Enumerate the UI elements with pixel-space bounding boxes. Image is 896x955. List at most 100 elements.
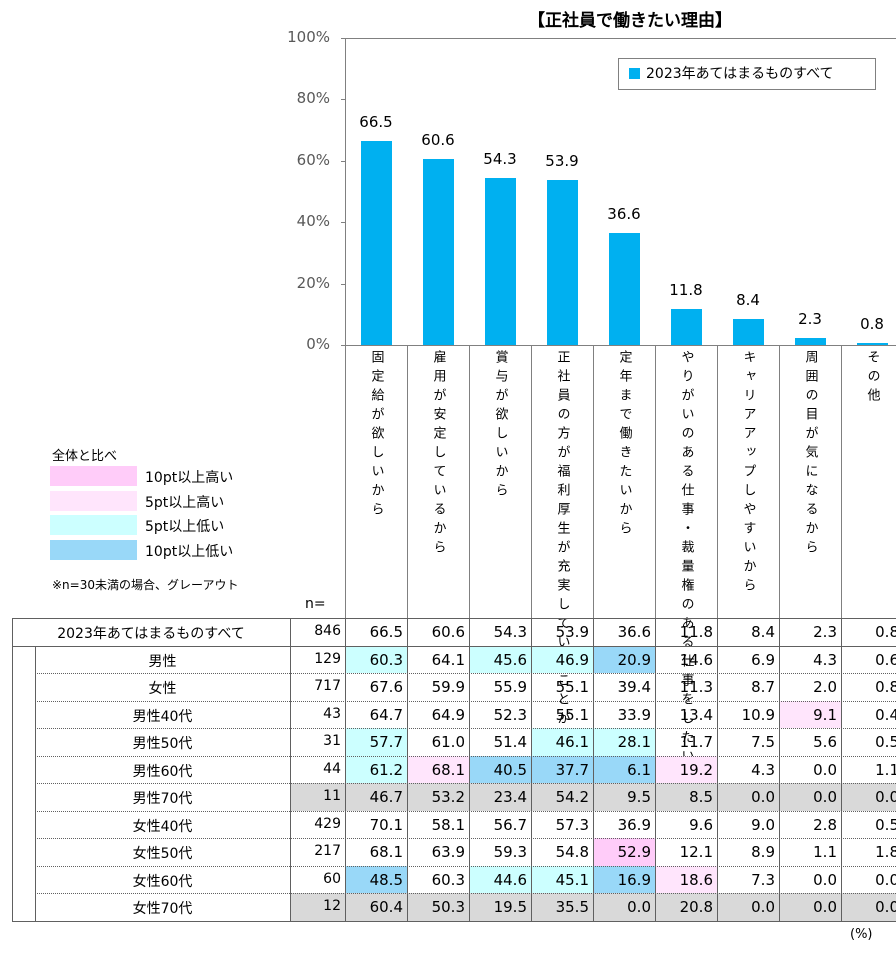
row-separator xyxy=(35,673,896,674)
row-label: 男性 xyxy=(148,653,177,670)
row-label: 男性40代 xyxy=(132,708,193,725)
value-cell: 13.4 xyxy=(679,705,713,724)
shaded-cell xyxy=(655,865,717,893)
category-cell: 正社員の方が福利厚生が充実していることが多いから xyxy=(531,350,593,806)
value-label: 66.5 xyxy=(359,112,393,131)
value-cell: 6.9 xyxy=(751,650,775,669)
n-cell: 44 xyxy=(323,760,341,777)
value-cell: 0.0 xyxy=(751,898,775,916)
category-label: 賞与が欲しいから xyxy=(492,350,508,502)
table-top xyxy=(12,618,896,619)
value-cell: 2.0 xyxy=(813,678,837,696)
value-cell: 52.9 xyxy=(617,843,651,861)
category-label: 周囲の目が気になるから xyxy=(802,350,818,559)
column-line xyxy=(531,618,532,921)
row-separator xyxy=(35,810,896,812)
value-label: 8.4 xyxy=(736,291,760,310)
value-cell: 45.6 xyxy=(493,650,527,669)
gray-note: ※n=30未満の場合、グレーアウト xyxy=(52,578,239,592)
value-cell: 0.8 xyxy=(875,678,896,696)
bar xyxy=(732,319,764,345)
tick-mark xyxy=(341,283,345,285)
value-cell: 54.8 xyxy=(555,843,589,861)
value-cell: 39.4 xyxy=(617,678,651,696)
value-cell: 0.0 xyxy=(627,898,651,916)
category-label: やりがいのある仕事・裁量権のある仕事をしたいから xyxy=(678,350,694,806)
value-cell: 1.1 xyxy=(875,760,896,779)
n-cell: 717 xyxy=(314,678,341,694)
value-cell: 57.7 xyxy=(369,733,403,751)
unit-label: (%) xyxy=(850,926,873,942)
value-cell: 0.0 xyxy=(751,788,775,806)
n-cell: 43 xyxy=(323,705,341,722)
value-cell: 20.9 xyxy=(617,650,651,669)
shaded-cell xyxy=(655,755,717,783)
shaded-cell xyxy=(469,645,531,673)
y-tick-label: 100% xyxy=(287,28,330,46)
n-cell: 129 xyxy=(314,650,341,667)
shaded-cell xyxy=(593,645,655,673)
value-cell: 61.2 xyxy=(369,760,403,779)
shaded-cell xyxy=(593,865,655,893)
value-cell: 45.1 xyxy=(555,870,589,889)
shaded-cell xyxy=(345,865,407,893)
shaded-cell xyxy=(593,838,655,866)
shaded-cell xyxy=(531,645,593,673)
plot-top xyxy=(345,38,896,39)
row-separator xyxy=(35,700,896,702)
value-cell: 20.8 xyxy=(679,898,713,916)
shaded-cell xyxy=(345,755,407,783)
value-cell: 11.8 xyxy=(679,623,713,641)
value-cell: 9.5 xyxy=(627,788,651,806)
column-separator xyxy=(593,345,594,618)
value-cell: 2.3 xyxy=(813,623,837,641)
shaded-cell xyxy=(531,728,593,756)
value-cell: 55.9 xyxy=(493,678,527,696)
shading-label: 10pt以上低い xyxy=(145,543,234,560)
shaded-cell xyxy=(469,755,531,783)
shaded-cell xyxy=(531,755,593,783)
value-cell: 0.0 xyxy=(875,898,896,916)
category-cell: 雇用が安定しているから xyxy=(407,350,469,590)
value-cell: 8.9 xyxy=(751,843,775,861)
y-axis xyxy=(345,38,346,618)
n-cell: 11 xyxy=(323,788,341,804)
legend-box xyxy=(618,58,876,90)
category-label: 定年まで働きたいから xyxy=(616,350,632,540)
shading-label: 5pt以上低い xyxy=(145,519,225,535)
column-line xyxy=(469,618,470,921)
y-tick-label: 40% xyxy=(296,212,330,231)
value-cell: 54.2 xyxy=(555,788,589,806)
category-cell: キャリアアップしやすいから xyxy=(717,350,779,597)
column-line xyxy=(779,618,780,921)
row-label: 女性40代 xyxy=(132,818,193,835)
bar xyxy=(422,158,454,345)
column-separator xyxy=(407,345,408,618)
legend-swatch xyxy=(629,68,640,79)
x-axis xyxy=(345,345,896,346)
value-cell: 0.8 xyxy=(875,623,896,641)
category-label: キャリアアップしやすいから xyxy=(740,350,756,597)
value-label: 53.9 xyxy=(545,151,579,170)
column-separator xyxy=(779,345,780,618)
value-cell: 46.1 xyxy=(555,733,589,751)
value-cell: 6.1 xyxy=(627,760,651,779)
value-cell: 59.9 xyxy=(431,678,465,696)
column-separator xyxy=(531,345,532,618)
n-header: n= xyxy=(305,596,326,612)
value-cell: 23.4 xyxy=(493,788,527,806)
row-separator xyxy=(35,755,896,757)
shaded-cell xyxy=(531,865,593,893)
value-cell: 0.4 xyxy=(875,705,896,724)
row-separator xyxy=(35,728,896,729)
column-separator xyxy=(469,345,470,618)
value-cell: 36.6 xyxy=(617,623,651,641)
value-cell: 35.5 xyxy=(555,898,589,916)
value-cell: 46.7 xyxy=(369,788,403,806)
value-cell: 9.6 xyxy=(689,815,713,834)
category-cell: 周囲の目が気になるから xyxy=(779,350,841,590)
value-label: 11.8 xyxy=(669,280,703,299)
n-cell: 31 xyxy=(323,733,341,749)
value-cell: 40.5 xyxy=(493,760,527,779)
